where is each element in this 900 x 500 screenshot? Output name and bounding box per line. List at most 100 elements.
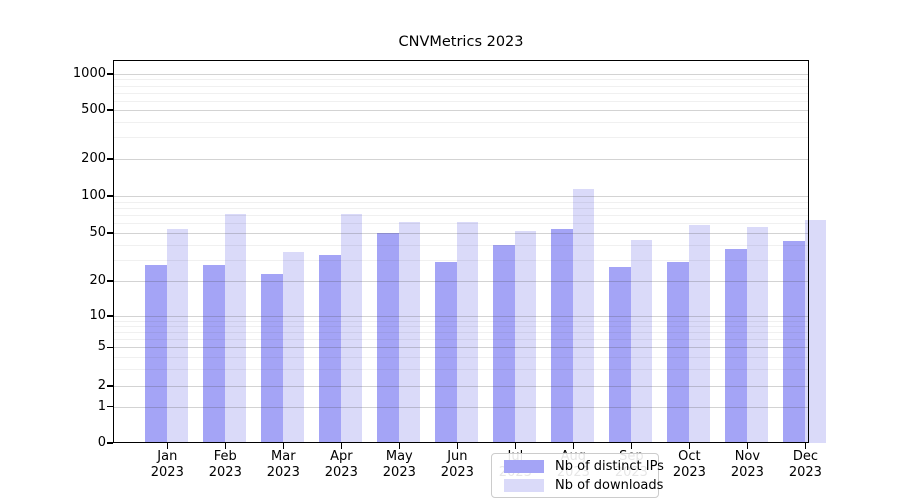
x-tick-month: Nov [734,449,761,464]
plot-area: Nb of distinct IPs Nb of downloads [113,60,827,498]
legend-item-downloads: Nb of downloads [504,478,663,493]
gridline-minor-9 [113,320,809,322]
gridline-minor-3 [113,368,809,370]
x-tick-mark-feb [224,443,227,449]
y-tick-label-100: 100 [81,188,106,203]
x-tick-label-may: May 2023 [364,449,434,480]
gridline-minor-6 [113,339,809,341]
y-tick-mark-50 [107,232,113,234]
x-tick-year: 2023 [672,464,706,480]
gridline-5 [113,347,809,349]
x-tick-mark-aug [572,443,575,449]
x-tick-mark-jul [514,443,517,449]
bar-nb-of-distinct-ips-aug [551,228,573,443]
y-tick-mark-20 [107,280,113,282]
gridline-1000 [113,74,809,75]
x-tick-year: 2023 [382,464,416,480]
gridline-minor-400 [113,121,809,123]
x-tick-label-mar: Mar 2023 [248,449,318,480]
y-tick-label-1: 1 [97,398,106,414]
x-tick-mark-dec [804,443,807,449]
legend-label-downloads: Nb of downloads [555,477,664,493]
bar-nb-of-distinct-ips-oct [667,261,689,443]
gridline-minor-900 [113,79,809,81]
x-tick-mark-apr [340,443,343,449]
bar-nb-of-downloads-jun [456,222,479,443]
y-tick-label-1000: 1000 [72,66,106,81]
bar-nb-of-distinct-ips-dec [783,240,805,443]
y-tick-mark-500 [107,109,113,111]
bar-nb-of-downloads-apr [340,213,363,443]
x-tick-month: Oct [678,449,701,464]
x-tick-mark-jun [456,443,459,449]
x-tick-month: Jan [157,449,178,464]
y-tick-mark-1000 [107,73,113,75]
gridline-200 [113,159,809,160]
bar-nb-of-downloads-oct [688,225,711,443]
bar-nb-of-downloads-nov [746,226,769,443]
gridline-minor-300 [113,137,809,139]
bar-nb-of-distinct-ips-nov [725,248,747,443]
y-tick-label-2: 2 [97,378,106,393]
x-tick-mark-mar [282,443,285,449]
x-tick-month: May [385,449,413,464]
bar-nb-of-downloads-sep [630,239,653,443]
gridline-minor-30 [113,259,809,261]
x-tick-year: 2023 [208,464,242,480]
x-tick-month: Apr [330,449,353,464]
x-tick-month: Dec [792,449,818,464]
y-tick-label-0: 0 [97,435,106,450]
x-tick-year: 2023 [266,464,300,480]
x-tick-year: 2023 [440,464,474,480]
bar-nb-of-distinct-ips-jan [145,265,167,443]
x-tick-year: 2023 [150,464,184,480]
x-tick-month: Feb [213,449,237,464]
bar-nb-of-distinct-ips-mar [261,273,283,443]
gridline-10 [113,316,809,317]
y-tick-mark-1 [107,405,113,408]
bar-nb-of-distinct-ips-apr [319,254,341,443]
bar-nb-of-downloads-dec [804,219,827,443]
legend-item-distinct-ips: Nb of distinct IPs [504,459,664,474]
chart-title: CNVMetrics 2023 [398,34,524,50]
gridline-minor-90 [113,201,809,203]
gridline-minor-70 [113,215,809,217]
x-tick-mark-jan [166,443,169,449]
bar-nb-of-downloads-jul [514,230,537,443]
legend-label-distinct-ips: Nb of distinct IPs [555,458,664,474]
x-tick-label-oct: Oct 2023 [654,449,724,480]
y-tick-mark-2 [107,385,113,387]
y-tick-mark-10 [107,315,113,317]
bar-nb-of-distinct-ips-jul [493,244,515,443]
legend: Nb of distinct IPs Nb of downloads [491,453,664,498]
bar-nb-of-downloads-aug [572,188,595,443]
gridline-minor-40 [113,244,809,246]
bar-nb-of-downloads-feb [224,213,247,443]
bar-nb-of-distinct-ips-may [377,233,399,443]
gridline-minor-800 [113,85,809,87]
gridline-minor-8 [113,326,809,328]
x-tick-mark-sep [630,443,633,449]
y-tick-mark-200 [107,158,113,160]
gridline-50 [113,233,809,234]
x-tick-year: 2023 [788,464,822,480]
gridline-2 [113,386,809,387]
x-tick-label-jun: Jun 2023 [422,449,492,480]
x-tick-month: Jun [447,449,468,464]
bar-nb-of-downloads-mar [282,251,305,443]
x-tick-year: 2023 [324,464,358,480]
bar-nb-of-distinct-ips-jun [435,261,457,443]
legend-swatch-distinct-ips [504,459,544,473]
x-tick-mark-may [398,443,401,449]
legend-swatch-downloads [504,478,544,492]
x-tick-mark-oct [688,443,691,449]
y-tick-label-50: 50 [89,225,106,240]
y-tick-label-20: 20 [89,273,106,288]
gridline-100 [113,196,809,197]
gridline-1 [113,406,809,408]
gridline-minor-80 [113,207,809,209]
bar-nb-of-downloads-may [398,222,421,443]
x-tick-mark-nov [746,443,749,449]
bar-nb-of-distinct-ips-sep [609,267,631,443]
